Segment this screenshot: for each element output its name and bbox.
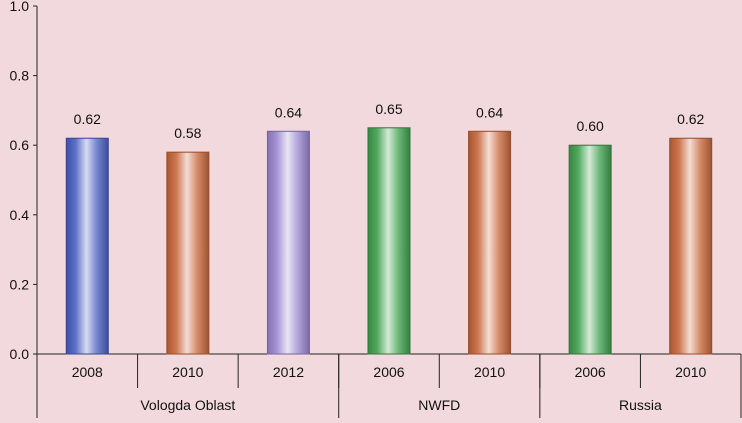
x-tick-label: 2012: [273, 364, 304, 380]
labels: 0.62 2008 0.58 2010 0.64 2012 0.65 2006 0.64 2010…: [72, 101, 707, 413]
x-tick-label: 2006: [575, 364, 606, 380]
group-label: Russia: [619, 397, 662, 413]
x-tick-label: 2010: [474, 364, 505, 380]
data-label: 0.64: [275, 104, 302, 120]
y-tick-label: 1.0: [10, 0, 30, 14]
bar: [367, 127, 411, 355]
x-tick-label: 2010: [172, 364, 203, 380]
data-label: 0.65: [375, 101, 402, 117]
bar: [669, 137, 713, 355]
bar: [568, 144, 612, 355]
x-tick-label: 2008: [72, 364, 103, 380]
data-label: 0.58: [174, 125, 201, 141]
group-label: Vologda Oblast: [140, 397, 235, 413]
data-label: 0.64: [476, 104, 503, 120]
y-tick-label: 0.4: [10, 207, 30, 223]
bars: [65, 127, 713, 355]
bar: [266, 130, 310, 355]
y-tick-label: 0.2: [10, 276, 30, 292]
x-tick-label: 2010: [675, 364, 706, 380]
group-label: NWFD: [418, 397, 460, 413]
y-tick-label: 0.6: [10, 137, 30, 153]
data-label: 0.60: [577, 118, 604, 134]
data-label: 0.62: [677, 111, 704, 127]
bar: [65, 137, 109, 355]
y-tick-label: 0.0: [10, 346, 30, 362]
y-tick-label: 0.8: [10, 68, 30, 84]
x-tick-label: 2006: [373, 364, 404, 380]
data-label: 0.62: [74, 111, 101, 127]
bar: [468, 130, 512, 355]
bar: [166, 151, 210, 355]
